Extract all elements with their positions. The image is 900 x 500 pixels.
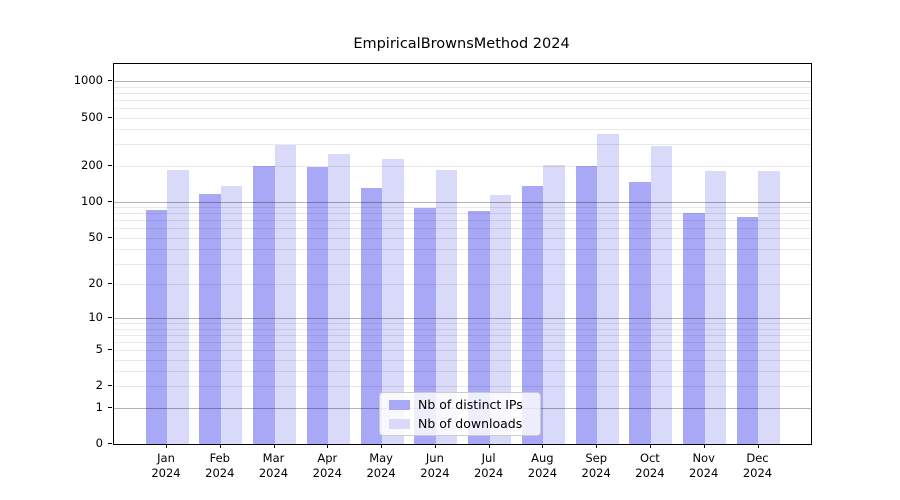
legend-swatch-distinct-ips bbox=[389, 399, 410, 410]
x-tick-label-feb: Feb 2024 bbox=[205, 451, 235, 480]
bar-oct-ips bbox=[629, 182, 651, 444]
x-tick-label-jul: Jul 2024 bbox=[473, 451, 504, 480]
y-tick-mark-20 bbox=[108, 283, 112, 285]
y-gridline-200 bbox=[114, 165, 811, 167]
bar-jul-ips bbox=[468, 211, 490, 444]
y-tick-label-100: 100 bbox=[81, 193, 103, 208]
y-tick-label-5: 5 bbox=[95, 341, 103, 356]
plot-area bbox=[113, 63, 812, 445]
bar-may-ips bbox=[360, 187, 383, 444]
y-tick-label-0: 0 bbox=[95, 436, 103, 450]
y-gridline-700 bbox=[114, 100, 811, 101]
x-tick-label-sep: Sep 2024 bbox=[581, 451, 611, 480]
y-tick-mark-500 bbox=[108, 116, 112, 118]
bar-apr-ips bbox=[306, 167, 329, 444]
x-tick-label-may: May 2024 bbox=[366, 451, 396, 480]
y-tick-mark-200 bbox=[108, 164, 112, 166]
bar-aug-downloads bbox=[543, 164, 565, 444]
y-tick-label-2: 2 bbox=[95, 378, 103, 393]
y-tick-mark-1000 bbox=[108, 80, 112, 82]
bar-mar-downloads bbox=[274, 144, 297, 444]
x-tick-label-dec: Dec 2024 bbox=[742, 451, 773, 480]
y-tick-mark-10 bbox=[108, 317, 112, 319]
bar-may-downloads bbox=[382, 159, 404, 444]
y-tick-label-50: 50 bbox=[88, 229, 103, 244]
bar-mar-ips bbox=[253, 165, 275, 444]
x-tick-label-jun: Jun 2024 bbox=[420, 451, 450, 480]
bar-jan-downloads bbox=[167, 170, 189, 444]
x-tick-label-aug: Aug 2024 bbox=[527, 451, 558, 480]
x-tick-mark-jul bbox=[488, 444, 490, 448]
bar-dec-ips bbox=[736, 217, 759, 444]
y-tick-label-500: 500 bbox=[81, 109, 103, 124]
legend-item-downloads: Nb of downloads bbox=[380, 416, 540, 431]
y-tick-mark-2 bbox=[108, 385, 112, 387]
legend-label-downloads: Nb of downloads bbox=[418, 416, 523, 431]
bar-oct-downloads bbox=[650, 145, 673, 444]
y-tick-mark-5 bbox=[108, 348, 112, 350]
y-tick-label-1: 1 bbox=[95, 399, 103, 414]
y-tick-label-200: 200 bbox=[81, 157, 103, 172]
y-tick-mark-0 bbox=[108, 443, 112, 444]
bar-dec-downloads bbox=[758, 171, 780, 444]
y-tick-label-1000: 1000 bbox=[73, 73, 103, 88]
y-tick-mark-50 bbox=[108, 236, 112, 238]
bar-nov-downloads bbox=[704, 170, 727, 444]
x-tick-label-nov: Nov 2024 bbox=[689, 451, 719, 480]
x-tick-mark-oct bbox=[649, 444, 651, 448]
bar-sep-ips bbox=[575, 166, 598, 444]
x-tick-mark-dec bbox=[757, 444, 759, 448]
y-gridline-1000 bbox=[114, 81, 811, 83]
bar-apr-downloads bbox=[328, 153, 350, 444]
x-tick-label-jan: Jan 2024 bbox=[151, 451, 181, 480]
x-tick-mark-nov bbox=[703, 444, 705, 448]
y-gridline-300 bbox=[114, 144, 811, 146]
x-tick-label-mar: Mar 2024 bbox=[258, 451, 289, 480]
y-tick-label-10: 10 bbox=[88, 310, 103, 325]
y-tick-label-20: 20 bbox=[88, 276, 103, 291]
y-gridline-500 bbox=[114, 117, 811, 119]
legend-label-distinct-ips: Nb of distinct IPs bbox=[418, 397, 523, 412]
y-gridline-400 bbox=[114, 129, 811, 131]
bar-jan-ips bbox=[145, 209, 167, 444]
x-tick-mark-jan bbox=[166, 444, 167, 448]
x-tick-mark-may bbox=[381, 444, 383, 448]
x-tick-mark-jun bbox=[434, 444, 436, 448]
chart-title: EmpiricalBrownsMethod 2024 bbox=[353, 36, 570, 52]
x-tick-mark-aug bbox=[542, 444, 544, 448]
bar-jun-ips bbox=[414, 207, 436, 444]
bar-nov-ips bbox=[683, 212, 705, 444]
y-gridline-800 bbox=[114, 93, 811, 94]
legend-item-distinct-ips: Nb of distinct IPs bbox=[380, 397, 540, 412]
legend: Nb of distinct IPs Nb of downloads bbox=[379, 392, 541, 436]
y-gridline-600 bbox=[114, 108, 811, 110]
x-tick-mark-sep bbox=[596, 444, 598, 448]
bar-aug-ips bbox=[521, 186, 544, 444]
bar-jul-downloads bbox=[489, 194, 512, 444]
bar-feb-ips bbox=[199, 193, 221, 444]
x-tick-mark-feb bbox=[219, 444, 221, 448]
y-tick-mark-1 bbox=[108, 406, 112, 408]
x-tick-label-apr: Apr 2024 bbox=[312, 451, 342, 480]
bar-jun-downloads bbox=[435, 169, 458, 444]
x-tick-label-oct: Oct 2024 bbox=[635, 451, 665, 480]
x-tick-mark-mar bbox=[273, 444, 275, 448]
bar-feb-downloads bbox=[220, 185, 243, 444]
bar-sep-downloads bbox=[597, 134, 619, 444]
x-tick-mark-apr bbox=[327, 444, 329, 448]
y-tick-mark-100 bbox=[108, 200, 112, 202]
y-gridline-900 bbox=[114, 86, 811, 88]
legend-swatch-downloads bbox=[389, 418, 410, 429]
